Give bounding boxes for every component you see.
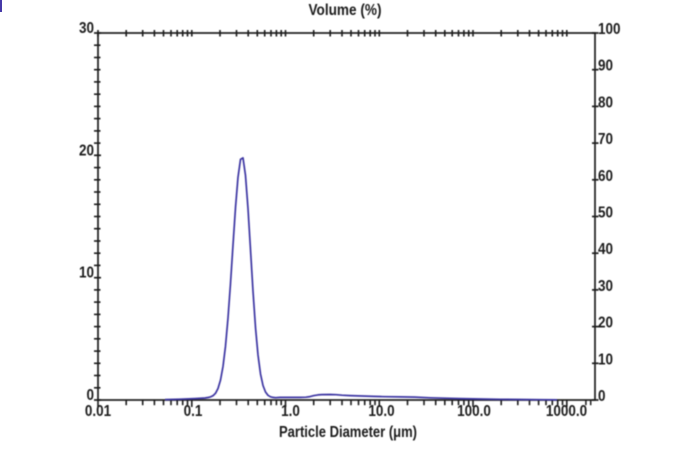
svg-text:30: 30 [79, 20, 94, 37]
svg-text:80: 80 [598, 94, 613, 111]
svg-text:20: 20 [79, 142, 94, 159]
svg-text:40: 40 [598, 241, 613, 258]
svg-text:10.0: 10.0 [368, 403, 394, 420]
svg-text:100.0: 100.0 [457, 403, 491, 420]
svg-text:10: 10 [79, 265, 94, 282]
svg-text:70: 70 [598, 131, 613, 148]
svg-text:60: 60 [598, 168, 613, 185]
svg-text:Volume (%): Volume (%) [309, 2, 382, 19]
svg-text:0.01: 0.01 [85, 403, 112, 420]
svg-text:0.1: 0.1 [184, 403, 203, 420]
svg-text:10: 10 [598, 351, 613, 368]
svg-text:100: 100 [598, 21, 621, 38]
svg-text:20: 20 [598, 315, 613, 332]
svg-text:Particle Diameter (μm): Particle Diameter (μm) [279, 424, 417, 441]
svg-text:1.0: 1.0 [281, 403, 300, 420]
svg-text:0: 0 [598, 388, 606, 405]
svg-text:50: 50 [598, 205, 613, 222]
svg-text:1000.0: 1000.0 [546, 403, 587, 420]
svg-text:90: 90 [598, 58, 613, 75]
svg-text:30: 30 [598, 278, 613, 295]
svg-text:0: 0 [87, 387, 95, 404]
